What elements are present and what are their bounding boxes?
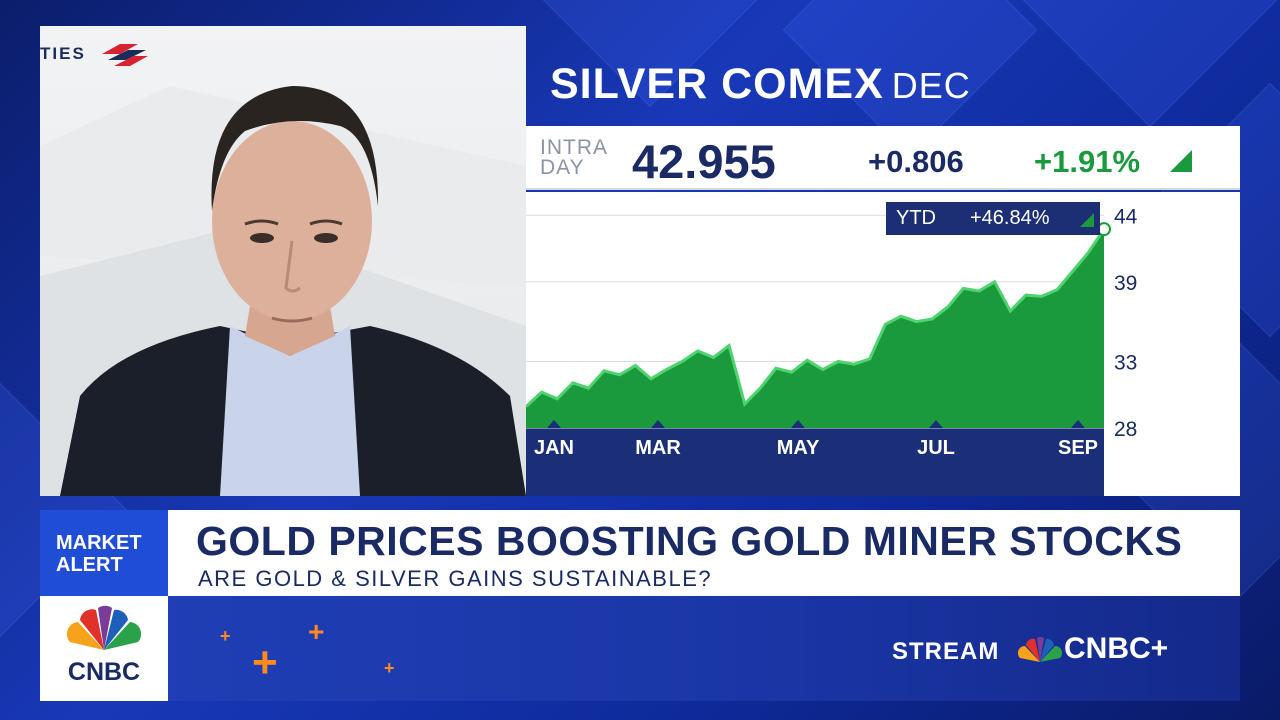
subheadline: ARE GOLD & SILVER GAINS SUSTAINABLE? (198, 566, 713, 591)
y-tick-label: 44 (1114, 205, 1138, 228)
y-tick-label: 39 (1114, 272, 1137, 295)
decor-plus-icon: + (220, 626, 231, 646)
percent-change: +1.91% (1034, 144, 1141, 179)
peacock-icon (66, 605, 142, 650)
network-bar: CNBC + + + + STREAM CNBC+ (40, 596, 1240, 701)
ytd-up-icon (1080, 213, 1094, 227)
ytd-value: +46.84% (970, 207, 1050, 229)
y-tick-label: 28 (1114, 418, 1137, 441)
x-tick-marker (651, 420, 665, 428)
x-tick-label: MAR (635, 437, 681, 459)
cnbc-plus-wordmark: CNBC+ (1064, 632, 1169, 665)
x-tick-label: JUL (917, 437, 955, 459)
price-area (526, 229, 1104, 428)
cnbc-logo: CNBC (40, 596, 168, 701)
quote-panel: SILVER COMEX DEC INTRA DAY 42.955 +0.806 … (526, 26, 1240, 496)
intraday-label: INTRA DAY (540, 136, 608, 179)
net-change: +0.806 (868, 144, 964, 179)
y-axis-panel (1104, 192, 1240, 496)
price-chart: JAN MAR MAY JUL SEP 44 39 33 28 (526, 192, 1240, 496)
x-axis-band (526, 428, 1104, 496)
x-tick-label: MAY (777, 437, 820, 459)
lower-third: MARKET ALERT GOLD PRICES BOOSTING GOLD M… (40, 510, 1240, 596)
x-tick-marker (547, 420, 561, 428)
stream-label: STREAM (892, 638, 1000, 665)
y-tick-label: 33 (1114, 352, 1137, 375)
decor-plus-icon: + (308, 616, 325, 647)
market-alert-badge: MARKET ALERT (40, 510, 168, 596)
x-tick-label: JAN (534, 437, 574, 459)
contract-month: DEC (891, 65, 971, 106)
instrument-name: SILVER COMEX (550, 60, 884, 108)
ytd-badge: YTD +46.84% (886, 202, 1100, 235)
decor-plus-icon: + (252, 638, 278, 687)
guest-image (40, 86, 526, 496)
peacock-small-icon (1018, 637, 1062, 662)
headline: GOLD PRICES BOOSTING GOLD MINER STOCKS (196, 518, 1183, 564)
broadcaster-logo-text: TIES (40, 44, 86, 63)
bank-flag-icon (102, 44, 148, 66)
last-price: 42.955 (632, 135, 776, 188)
price-line (526, 228, 1106, 408)
x-tick-marker (929, 420, 943, 428)
instrument-title: SILVER COMEX DEC (550, 60, 971, 109)
ytd-label: YTD (896, 207, 936, 229)
decor-plus-icon: + (384, 658, 395, 678)
x-tick-marker (1071, 420, 1085, 428)
cnbc-wordmark: CNBC (67, 658, 141, 686)
x-tick-marker (791, 420, 805, 428)
quote-bar: INTRA DAY 42.955 +0.806 +1.91% (526, 126, 1240, 190)
guest-video: TIES (40, 26, 526, 496)
up-arrow-icon (1170, 150, 1192, 172)
x-tick-label: SEP (1058, 437, 1098, 459)
